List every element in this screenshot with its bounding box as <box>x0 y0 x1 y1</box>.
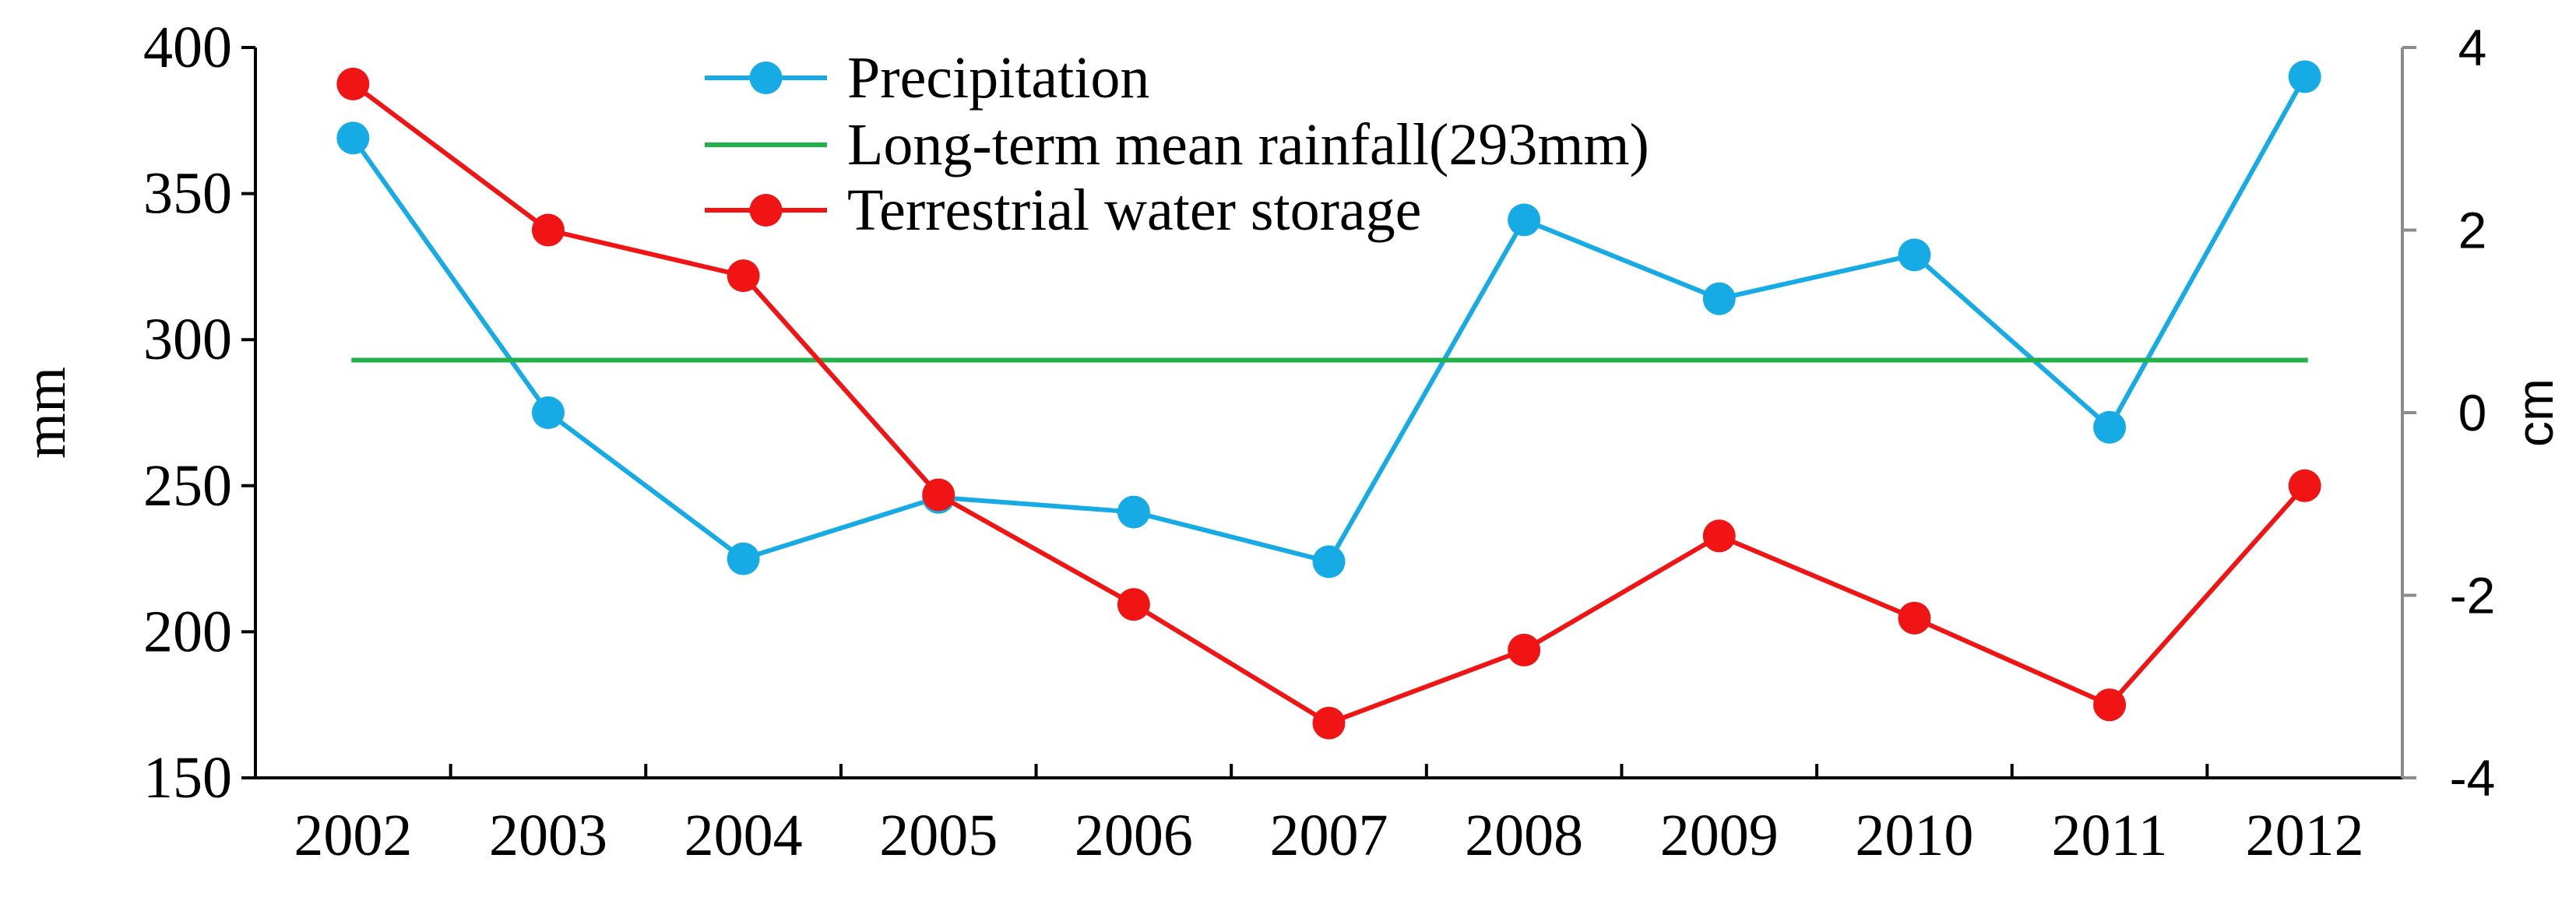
left-tick-label: 250 <box>143 453 232 519</box>
series-terrestrial-water-storage <box>336 67 2321 740</box>
right-tick-label: 0 <box>2458 384 2487 441</box>
x-tick-label: 2003 <box>489 803 607 868</box>
legend-label: Long-term mean rainfall(293mm) <box>847 112 1649 178</box>
x-tick-label: 2012 <box>2246 803 2364 868</box>
precipitation-point <box>1702 282 1736 315</box>
right-tick-label: -2 <box>2450 567 2496 624</box>
y-left-axis-title: mm <box>12 367 78 459</box>
terrestrial-water-storage-point <box>531 213 565 247</box>
precipitation-point <box>1898 238 1931 272</box>
legend-swatch-marker <box>749 194 783 227</box>
legend-item-precipitation: Precipitation <box>705 45 1149 111</box>
precipitation-point <box>2093 410 2127 444</box>
terrestrial-water-storage-point <box>2288 469 2321 502</box>
terrestrial-water-storage-point <box>2093 688 2127 722</box>
right-tick-label: 2 <box>2458 202 2487 259</box>
left-tick-label: 300 <box>143 307 232 372</box>
left-tick-label: 400 <box>143 15 232 80</box>
x-tick-label: 2009 <box>1660 803 1779 868</box>
right-tick-label: 4 <box>2458 19 2487 76</box>
precipitation-point <box>531 396 565 429</box>
y-right-axis-title: cm <box>2506 378 2564 447</box>
terrestrial-water-storage-point <box>1702 519 1736 553</box>
precipitation-point <box>2288 60 2321 93</box>
precipitation-point <box>1117 495 1150 529</box>
left-tick-label: 200 <box>143 599 232 664</box>
terrestrial-water-storage-point <box>1508 633 1541 667</box>
terrestrial-water-storage-point <box>727 259 760 293</box>
precipitation-point <box>336 121 370 155</box>
x-tick-label: 2004 <box>684 803 803 868</box>
precipitation-point <box>1508 203 1541 237</box>
terrestrial-water-storage-point <box>336 67 370 100</box>
legend-swatch-marker <box>749 62 783 94</box>
right-tick-label: -4 <box>2450 749 2496 807</box>
legend-item-terrestrial-water-storage: Terrestrial water storage <box>705 178 1421 243</box>
legend-label: Terrestrial water storage <box>847 178 1421 243</box>
legend-label: Precipitation <box>847 45 1149 111</box>
x-tick-label: 2010 <box>1855 803 1973 868</box>
terrestrial-water-storage-point <box>1312 706 1346 740</box>
series-layer <box>336 60 2321 740</box>
precipitation-point <box>727 542 760 575</box>
x-tick-label: 2005 <box>879 803 998 868</box>
terrestrial-water-storage-point <box>1117 588 1150 621</box>
precipitation-point <box>1312 545 1346 579</box>
left-tick-label: 350 <box>143 161 232 227</box>
x-tick-label: 2006 <box>1075 803 1193 868</box>
x-tick-label: 2011 <box>2051 803 2167 868</box>
terrestrial-water-storage-point <box>922 478 955 512</box>
terrestrial-water-storage-point <box>1898 601 1931 635</box>
x-tick-label: 2007 <box>1270 803 1388 868</box>
left-tick-label: 150 <box>143 745 232 811</box>
x-tick-label: 2008 <box>1465 803 1583 868</box>
x-tick-label: 2002 <box>294 803 412 868</box>
legend-item-long-term-mean-rainfall-293mm: Long-term mean rainfall(293mm) <box>705 112 1649 178</box>
axes: 150 200 250 300 350 400 -4 -2 0 2 4 2002 2003 2004 200… <box>12 15 2564 868</box>
